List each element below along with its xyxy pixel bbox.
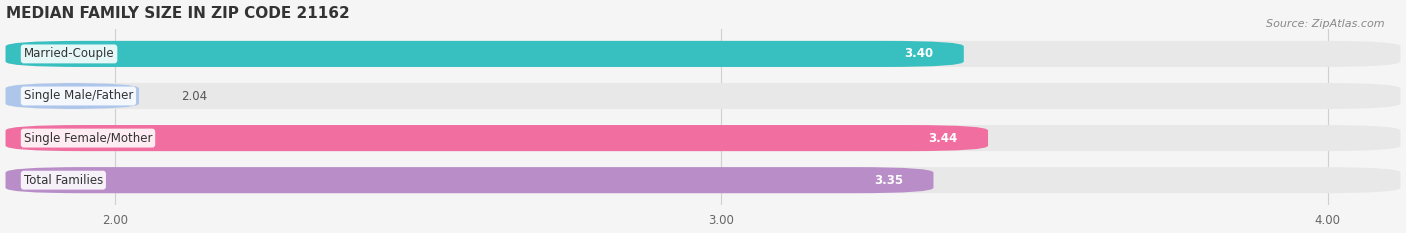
Text: 2.04: 2.04 [181, 89, 208, 103]
Text: Source: ZipAtlas.com: Source: ZipAtlas.com [1267, 19, 1385, 29]
Text: 3.44: 3.44 [928, 132, 957, 145]
Text: Single Female/Mother: Single Female/Mother [24, 132, 152, 145]
Text: MEDIAN FAMILY SIZE IN ZIP CODE 21162: MEDIAN FAMILY SIZE IN ZIP CODE 21162 [6, 6, 349, 21]
FancyBboxPatch shape [6, 167, 934, 193]
Text: 3.35: 3.35 [875, 174, 903, 187]
FancyBboxPatch shape [6, 125, 1400, 151]
Text: Total Families: Total Families [24, 174, 103, 187]
FancyBboxPatch shape [6, 41, 1400, 67]
FancyBboxPatch shape [6, 125, 988, 151]
FancyBboxPatch shape [6, 41, 963, 67]
FancyBboxPatch shape [6, 83, 139, 109]
Text: Married-Couple: Married-Couple [24, 48, 114, 60]
Text: 3.40: 3.40 [904, 48, 934, 60]
FancyBboxPatch shape [6, 167, 1400, 193]
FancyBboxPatch shape [6, 83, 1400, 109]
Text: Single Male/Father: Single Male/Father [24, 89, 134, 103]
